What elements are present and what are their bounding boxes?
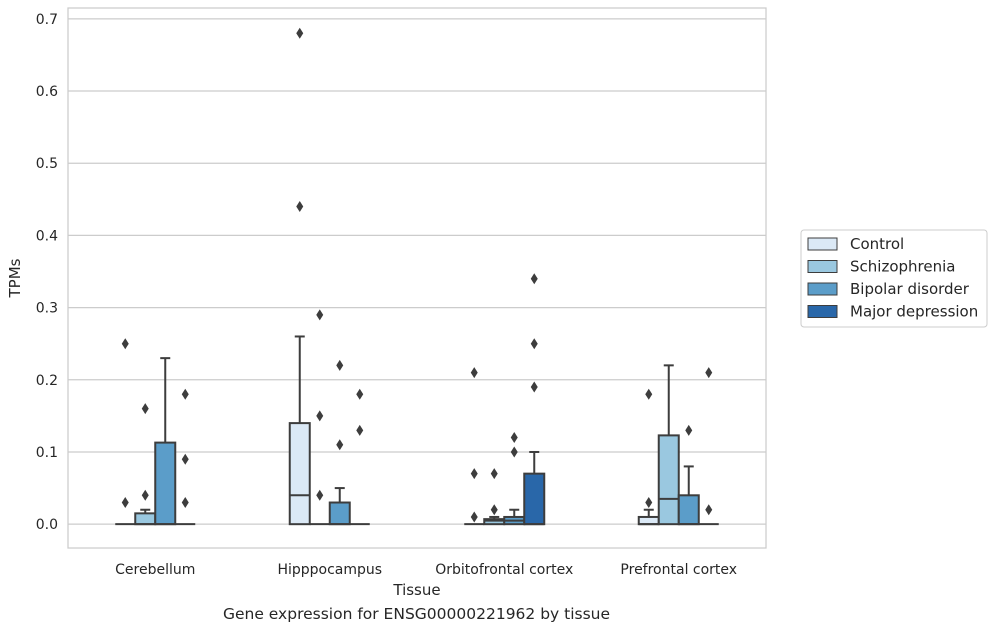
box-group — [154, 357, 177, 526]
outlier-point — [296, 27, 304, 39]
box-group — [134, 403, 157, 526]
outlier-point — [356, 424, 364, 436]
outlier-point — [181, 388, 189, 400]
x-tick-label: Cerebellum — [115, 562, 195, 578]
outlier-point — [470, 468, 478, 480]
outlier-point — [530, 338, 538, 350]
legend-label: Bipolar disorder — [850, 280, 970, 298]
x-tick-label: Prefrontal cortex — [620, 562, 737, 578]
box-group — [288, 27, 311, 526]
box — [288, 422, 311, 526]
box-group — [115, 338, 136, 526]
box-group — [464, 367, 485, 526]
box — [677, 494, 700, 526]
outlier-point — [490, 468, 498, 480]
box — [328, 501, 351, 526]
legend-label: Schizophrenia — [850, 258, 955, 276]
outlier-point — [336, 439, 344, 451]
box — [637, 515, 660, 526]
box — [134, 512, 157, 526]
x-axis-title: Tissue — [392, 581, 440, 599]
outlier-point — [181, 497, 189, 509]
box — [657, 434, 680, 526]
gridlines — [68, 18, 766, 525]
box — [523, 472, 546, 526]
box-group — [677, 424, 700, 526]
box-group — [523, 273, 546, 526]
outlier-point — [121, 497, 129, 509]
box — [154, 441, 177, 526]
outlier-point — [316, 410, 324, 422]
y-tick-label: 0.3 — [36, 301, 58, 317]
legend-swatch — [807, 305, 838, 318]
outlier-point — [705, 367, 713, 379]
legend-swatch — [807, 282, 838, 296]
box-group — [309, 309, 330, 526]
x-tick-label: Hipppocampus — [277, 562, 382, 578]
y-tick-label: 0.7 — [36, 12, 58, 28]
outlier-point — [356, 388, 364, 400]
outlier-point — [530, 381, 538, 393]
outlier-point — [510, 432, 518, 444]
outlier-point — [705, 504, 713, 516]
y-axis-ticks: 0.0 0.1 0.2 0.3 0.4 0.5 0.6 0.7 — [36, 12, 58, 533]
outlier-point — [181, 453, 189, 465]
y-axis-title: TPMs — [6, 258, 24, 298]
outlier-point — [296, 201, 304, 213]
legend-label: Major depression — [850, 303, 978, 321]
y-tick-label: 0.2 — [36, 373, 58, 389]
box-group — [175, 388, 196, 526]
legend-swatch — [807, 260, 838, 273]
y-tick-label: 0.6 — [36, 84, 58, 100]
outlier-point — [316, 309, 324, 321]
box-group — [698, 367, 719, 526]
y-tick-label: 0.0 — [36, 517, 58, 533]
outlier-point — [490, 504, 498, 516]
outlier-point — [121, 338, 129, 350]
legend-frame — [800, 229, 988, 328]
x-axis-ticks: Cerebellum Hipppocampus Orbitofrontal cort… — [115, 562, 737, 578]
outlier-point — [645, 497, 653, 509]
legend: Control Schizophrenia Bipolar disorder Majo… — [800, 229, 988, 328]
outlier-point — [510, 446, 518, 458]
y-tick-label: 0.4 — [36, 228, 58, 244]
outlier-point — [141, 489, 149, 501]
chart-caption: Gene expression for ENSG00000221962 by t… — [222, 605, 611, 623]
box-plots — [115, 27, 719, 526]
y-tick-label: 0.1 — [36, 445, 58, 461]
outlier-point — [141, 403, 149, 415]
box-group — [657, 364, 680, 526]
plot-frame — [67, 7, 767, 549]
outlier-point — [470, 367, 478, 379]
outlier-point — [645, 388, 653, 400]
outlier-point — [316, 489, 324, 501]
box-group — [503, 432, 526, 526]
legend-swatch — [807, 237, 838, 251]
outlier-point — [470, 511, 478, 523]
legend-label: Control — [850, 235, 904, 253]
outlier-point — [530, 273, 538, 285]
box-group — [328, 359, 351, 526]
outlier-point — [336, 359, 344, 371]
x-tick-label: Orbitofrontal cortex — [435, 562, 573, 578]
box-group — [349, 388, 370, 526]
outlier-point — [685, 424, 693, 436]
box-group — [637, 388, 660, 526]
y-tick-label: 0.5 — [36, 156, 58, 172]
box-group — [483, 468, 506, 526]
